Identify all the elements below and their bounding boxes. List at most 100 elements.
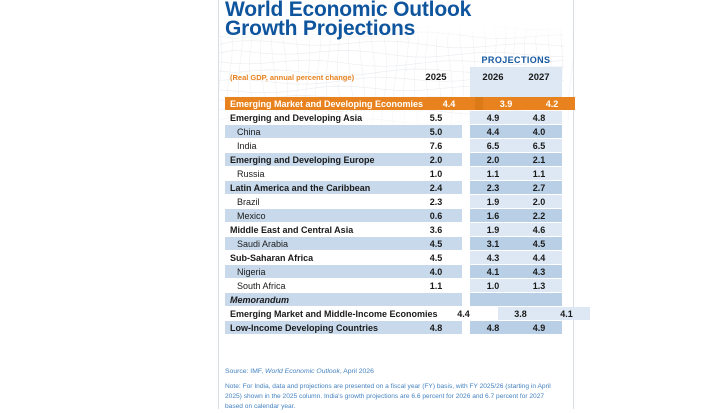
- row-projection-cells: 4.4 4.0: [470, 125, 562, 138]
- row-label: Emerging Market and Middle-Income Econom…: [230, 308, 438, 319]
- value-2026: 6.5: [486, 140, 500, 151]
- row-label: Sub-Saharan Africa: [230, 252, 314, 263]
- row-label: Middle East and Central Asia: [230, 224, 354, 235]
- figure-title: World Economic Outlook Growth Projections: [225, 0, 565, 40]
- table-row: South Africa 1.1 1.0 1.3: [225, 279, 562, 292]
- value-2025: 4.4: [457, 308, 470, 319]
- row-projection-cells: 4.9 4.8: [470, 111, 562, 124]
- value-2026: 1.1: [486, 168, 500, 179]
- figure-title-line2: Growth Projections: [225, 17, 416, 40]
- column-header-2027: 2027: [528, 72, 550, 83]
- row-projection-cells: 4.1 4.3: [470, 265, 562, 278]
- projections-band-header: [470, 67, 562, 97]
- row-projection-cells: 4.3 4.4: [470, 251, 562, 264]
- row-projection-cells: 3.9 4.2: [483, 97, 576, 110]
- value-2027: 1.3: [532, 280, 546, 291]
- table-header-row: (Real GDP, annual percent change) 2025 2…: [225, 72, 562, 87]
- value-2025: 0.6: [429, 210, 443, 221]
- row-main: Saudi Arabia 4.5: [225, 237, 462, 250]
- row-projection-cells: 1.9 4.6: [470, 223, 562, 236]
- value-2025: 1.1: [429, 280, 443, 291]
- row-label: China: [237, 126, 261, 137]
- projections-column-headers: 2026 2027: [470, 72, 562, 83]
- value-2027: 2.0: [532, 196, 546, 207]
- column-header-2026: 2026: [482, 72, 504, 83]
- row-main: India 7.6: [225, 139, 462, 152]
- row-main: Mexico 0.6: [225, 209, 462, 222]
- row-label: Memorandum: [230, 294, 290, 305]
- row-label: Emerging and Developing Asia: [230, 112, 363, 123]
- row-projection-cells: 2.0 2.1: [470, 153, 562, 166]
- value-2027: 6.5: [532, 140, 546, 151]
- value-2026: 3.1: [486, 238, 500, 249]
- value-2026: 2.3: [486, 182, 500, 193]
- value-2027: 4.2: [545, 98, 559, 109]
- table-row: Mexico 0.6 1.6 2.2: [225, 209, 562, 222]
- figure-footer: Source: IMF, World Economic Outlook, Apr…: [225, 368, 561, 413]
- value-2025: 3.6: [429, 224, 443, 235]
- value-2027: 4.9: [532, 322, 546, 333]
- row-main: Memorandum: [225, 293, 462, 306]
- projections-column-group-label: PROJECTIONS: [481, 55, 551, 65]
- table-row: Low-Income Developing Countries 4.8 4.8 …: [225, 321, 562, 334]
- value-2025: 2.3: [429, 196, 443, 207]
- value-2027: 1.1: [532, 168, 546, 179]
- value-2026: 2.0: [486, 154, 500, 165]
- row-main: Latin America and the Caribbean 2.4: [225, 181, 462, 194]
- value-2026: 1.9: [486, 196, 500, 207]
- table-row: Nigeria 4.0 4.1 4.3: [225, 265, 562, 278]
- table-row: India 7.6 6.5 6.5: [225, 139, 562, 152]
- value-2025: 5.5: [429, 112, 443, 123]
- value-2027: 2.1: [532, 154, 546, 165]
- table-row: Emerging Market and Developing Economies…: [225, 97, 576, 110]
- value-2027: 2.2: [532, 210, 546, 221]
- value-2026: 4.8: [486, 322, 500, 333]
- value-2026: 4.3: [486, 252, 500, 263]
- table-row-memorandum: Memorandum: [225, 293, 562, 306]
- value-2027: 4.0: [532, 126, 546, 137]
- value-2026: 4.1: [486, 266, 500, 277]
- value-2025: 5.0: [429, 126, 443, 137]
- row-main: Emerging and Developing Europe 2.0: [225, 153, 462, 166]
- row-main: Middle East and Central Asia 3.6: [225, 223, 462, 236]
- row-main: Emerging and Developing Asia 5.5: [225, 111, 462, 124]
- growth-projections-table: Emerging Market and Developing Economies…: [225, 97, 590, 335]
- table-row: Russia 1.0 1.1 1.1: [225, 167, 562, 180]
- value-2025: 1.0: [429, 168, 443, 179]
- row-label: India: [237, 140, 257, 151]
- row-projection-cells: 3.1 4.5: [470, 237, 562, 250]
- value-2025: 4.0: [429, 266, 443, 277]
- value-2025: 2.4: [429, 182, 443, 193]
- value-2026: 3.8: [514, 308, 527, 319]
- row-label: Saudi Arabia: [237, 238, 289, 249]
- row-projection-cells: 1.1 1.1: [470, 167, 562, 180]
- note-line: Note: For India, data and projections ar…: [225, 383, 551, 411]
- value-2025: 2.0: [429, 154, 443, 165]
- row-label: South Africa: [237, 280, 286, 291]
- value-2027: 4.4: [532, 252, 546, 263]
- weo-figure-card: World Economic Outlook Growth Projections…: [218, 0, 590, 410]
- table-row: Latin America and the Caribbean 2.4 2.3 …: [225, 181, 562, 194]
- row-projection-cells: 6.5 6.5: [470, 139, 562, 152]
- row-projection-cells: [470, 293, 562, 306]
- row-main: Low-Income Developing Countries 4.8: [225, 321, 462, 334]
- row-projection-cells: 1.9 2.0: [470, 195, 562, 208]
- value-2025: 4.4: [442, 98, 456, 109]
- value-2025: 4.5: [429, 238, 443, 249]
- value-2026: 4.4: [486, 126, 500, 137]
- row-label: Russia: [237, 168, 265, 179]
- value-2026: 4.9: [486, 112, 500, 123]
- row-main: Russia 1.0: [225, 167, 462, 180]
- value-2027: 4.5: [532, 238, 546, 249]
- row-label: Emerging Market and Developing Economies: [230, 98, 424, 109]
- figure-title-line1: World Economic Outlook: [225, 0, 472, 21]
- row-label: Mexico: [237, 210, 266, 221]
- value-2027: 4.3: [532, 266, 546, 277]
- value-2026: 1.9: [486, 224, 500, 235]
- source-prefix: Source: IMF,: [225, 368, 266, 375]
- row-main: Emerging Market and Developing Economies…: [225, 97, 476, 110]
- units-note: (Real GDP, annual percent change): [230, 73, 355, 82]
- row-main: South Africa 1.1: [225, 279, 462, 292]
- row-projection-cells: 1.0 1.3: [470, 279, 562, 292]
- row-label: Latin America and the Caribbean: [230, 182, 371, 193]
